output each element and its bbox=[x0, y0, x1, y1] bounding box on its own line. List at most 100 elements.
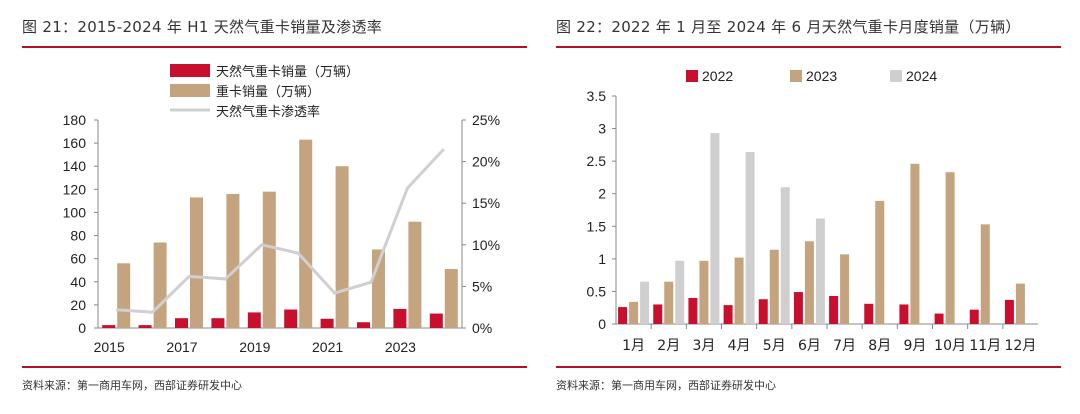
left-title-rule bbox=[22, 46, 527, 48]
right-bar-2022 bbox=[1004, 299, 1014, 324]
right-x-tick-label: 12月 bbox=[1005, 338, 1037, 354]
right-bar-2022 bbox=[653, 304, 663, 324]
left-y-tick-label: 180 bbox=[63, 112, 87, 128]
left-source-note: 资料来源：第一商用车网，西部证券研发中心 bbox=[22, 379, 242, 392]
right-bar-2023 bbox=[629, 301, 639, 324]
left-y-tick-label: 160 bbox=[63, 135, 87, 151]
left-y-tick-label: 20 bbox=[70, 297, 86, 313]
right-y-tick-label: 0.5 bbox=[587, 283, 607, 299]
left-bar-hd-sales bbox=[262, 191, 276, 328]
right-x-tick-label: 8月 bbox=[868, 338, 891, 354]
right-y-tick-label: 0 bbox=[598, 316, 606, 332]
right-bar-2024 bbox=[815, 218, 825, 324]
right-legend-swatch-2023 bbox=[790, 70, 802, 82]
right-bar-2022 bbox=[723, 305, 733, 324]
left-source-rule bbox=[22, 366, 527, 368]
right-x-tick-label: 5月 bbox=[763, 338, 786, 354]
right-bar-2022 bbox=[758, 299, 768, 324]
right-y-tick-label: 2.5 bbox=[587, 153, 607, 169]
right-x-tick-label: 7月 bbox=[833, 338, 856, 354]
right-bar-2023 bbox=[875, 200, 885, 324]
right-x-tick-label: 10月 bbox=[934, 338, 966, 354]
right-title-rule bbox=[556, 46, 1061, 48]
right-legend-swatch-2024 bbox=[890, 70, 902, 82]
right-x-tick-label: 1月 bbox=[622, 338, 645, 354]
right-bar-2023 bbox=[910, 163, 920, 324]
left-bar-ng-sales bbox=[138, 325, 152, 328]
right-bar-2023 bbox=[1015, 283, 1025, 324]
right-bar-2024 bbox=[745, 152, 755, 324]
right-y-tick-label: 3.5 bbox=[587, 88, 607, 104]
left-y2-tick-label: 15% bbox=[472, 195, 500, 211]
right-bar-2023 bbox=[769, 249, 779, 324]
left-legend-swatch-ng bbox=[170, 64, 210, 77]
right-y-tick-label: 2 bbox=[598, 186, 606, 202]
right-legend-label-2024: 2024 bbox=[906, 68, 937, 84]
right-bar-2022 bbox=[899, 304, 909, 324]
right-x-tick-label: 4月 bbox=[728, 338, 751, 354]
right-chart-title: 图 22：2022 年 1 月至 2024 年 6 月天然气重卡月度销量（万辆） bbox=[556, 18, 1021, 36]
right-bar-2022 bbox=[829, 295, 839, 324]
left-bar-hd-sales bbox=[408, 221, 422, 328]
left-bar-ng-sales bbox=[429, 313, 443, 328]
right-bar-2023 bbox=[734, 257, 744, 324]
left-bar-ng-sales bbox=[320, 318, 334, 328]
right-y-tick-label: 1.5 bbox=[587, 218, 607, 234]
right-x-tick-label: 11月 bbox=[969, 338, 1001, 354]
right-bar-2022 bbox=[864, 303, 874, 324]
left-bar-ng-sales bbox=[393, 308, 407, 328]
right-bar-2023 bbox=[804, 241, 814, 324]
left-x-tick-label: 2017 bbox=[166, 339, 197, 355]
right-legend-label-2022: 2022 bbox=[702, 68, 733, 84]
left-y-tick-label: 140 bbox=[63, 158, 87, 174]
left-bar-ng-sales bbox=[357, 322, 370, 328]
left-x-tick-label: 2023 bbox=[385, 339, 416, 355]
left-y-tick-label: 100 bbox=[63, 204, 87, 220]
right-bar-2023 bbox=[945, 172, 955, 324]
left-y-tick-label: 120 bbox=[63, 181, 87, 197]
left-bar-hd-sales bbox=[153, 242, 167, 328]
right-bar-2023 bbox=[980, 224, 990, 324]
right-x-tick-label: 3月 bbox=[692, 338, 715, 354]
right-bar-2024 bbox=[675, 260, 685, 324]
right-bar-2023 bbox=[840, 254, 850, 324]
right-bar-2022 bbox=[969, 309, 979, 324]
right-chart-panel: 图 22：2022 年 1 月至 2024 年 6 月天然气重卡月度销量（万辆）… bbox=[556, 0, 1080, 414]
right-bar-2024 bbox=[710, 133, 720, 324]
right-x-tick-label: 6月 bbox=[798, 338, 821, 354]
left-y2-tick-label: 20% bbox=[472, 154, 500, 170]
left-bar-hd-sales bbox=[190, 197, 203, 328]
left-bar-hd-sales bbox=[444, 269, 458, 328]
right-chart-svg: 0 0.5 1 1.5 2 2.5 3 3.5 1月 2月 3月 4月 5月 6月 7月 8月 9月 10月 11月… bbox=[587, 68, 1038, 354]
left-legend-swatch-hd bbox=[170, 84, 210, 97]
left-y-tick-label: 40 bbox=[70, 274, 86, 290]
right-x-tick-label: 2月 bbox=[657, 338, 680, 354]
left-bar-ng-sales bbox=[102, 325, 116, 328]
left-bar-ng-sales bbox=[175, 318, 188, 328]
left-bar-ng-sales bbox=[247, 312, 261, 328]
right-bar-2022 bbox=[793, 292, 803, 324]
left-y-tick-label: 0 bbox=[78, 320, 86, 336]
right-source-note: 资料来源：第一商用车网，西部证券研发中心 bbox=[556, 379, 776, 392]
left-chart-svg: 0 20 40 60 80 100 120 140 160 180 0% 5% 10% 15% 20% 25%… bbox=[63, 64, 500, 355]
left-x-tick-label: 2015 bbox=[94, 339, 125, 355]
right-legend-label-2023: 2023 bbox=[806, 68, 837, 84]
left-chart-title: 图 21：2015-2024 年 H1 天然气重卡销量及渗透率 bbox=[22, 18, 383, 36]
left-bar-hd-sales bbox=[117, 263, 131, 328]
right-bar-2023 bbox=[664, 281, 674, 324]
left-line-penetration bbox=[116, 148, 445, 314]
right-bar-2024 bbox=[780, 187, 790, 324]
left-y-tick-label: 80 bbox=[70, 228, 86, 244]
right-y-tick-label: 3 bbox=[598, 121, 606, 137]
right-y-tick-label: 1 bbox=[598, 251, 606, 267]
right-bar-2023 bbox=[699, 260, 709, 324]
left-y2-tick-label: 5% bbox=[472, 278, 492, 294]
left-y2-tick-label: 0% bbox=[472, 320, 492, 336]
right-bar-2022 bbox=[688, 297, 698, 324]
left-y2-tick-label: 25% bbox=[472, 112, 500, 128]
left-x-tick-label: 2021 bbox=[312, 339, 343, 355]
left-y2-tick-label: 10% bbox=[472, 237, 500, 253]
left-y-tick-label: 60 bbox=[70, 251, 86, 267]
left-legend-label-ng: 天然气重卡销量（万辆） bbox=[216, 64, 359, 80]
left-bar-hd-sales bbox=[335, 166, 349, 328]
